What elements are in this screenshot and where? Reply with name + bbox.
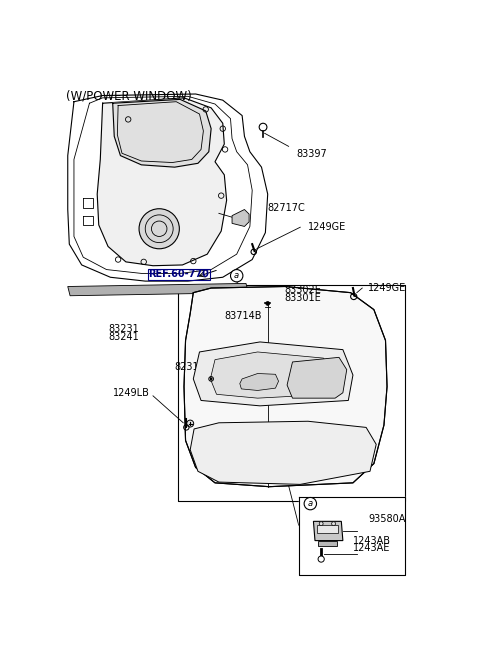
Polygon shape — [313, 521, 343, 540]
Text: 82315B: 82315B — [175, 362, 212, 372]
Text: 83241: 83241 — [108, 331, 139, 341]
Text: 83301E: 83301E — [285, 293, 322, 303]
Polygon shape — [240, 373, 278, 390]
Circle shape — [187, 420, 194, 427]
Polygon shape — [193, 342, 353, 406]
Circle shape — [266, 301, 270, 305]
Text: 1243AB: 1243AB — [353, 536, 391, 546]
Polygon shape — [210, 352, 335, 398]
Circle shape — [139, 209, 180, 249]
Polygon shape — [299, 496, 405, 575]
Text: (W/POWER WINDOW): (W/POWER WINDOW) — [66, 89, 192, 102]
Polygon shape — [232, 210, 249, 227]
Text: 83231: 83231 — [108, 324, 139, 334]
Circle shape — [318, 556, 324, 562]
Circle shape — [319, 522, 323, 525]
Text: 1249GE: 1249GE — [369, 283, 407, 293]
Text: a: a — [234, 271, 239, 280]
Text: 1249LB: 1249LB — [113, 388, 150, 398]
Polygon shape — [97, 98, 227, 266]
Circle shape — [332, 522, 336, 525]
Circle shape — [304, 498, 316, 510]
Circle shape — [210, 378, 212, 380]
Text: 82717C: 82717C — [268, 203, 305, 213]
Text: 1249GE: 1249GE — [308, 222, 346, 233]
Text: 1243AE: 1243AE — [353, 543, 390, 553]
Polygon shape — [113, 100, 211, 167]
Circle shape — [230, 270, 243, 282]
Polygon shape — [316, 525, 338, 533]
Text: 83714B: 83714B — [224, 310, 262, 321]
Text: 93580A: 93580A — [369, 514, 406, 524]
Polygon shape — [318, 540, 336, 546]
Text: a: a — [308, 499, 313, 508]
Text: REF.60-770: REF.60-770 — [148, 269, 209, 279]
Polygon shape — [68, 284, 248, 296]
Text: 83302E: 83302E — [285, 286, 322, 295]
Polygon shape — [184, 286, 387, 487]
Polygon shape — [287, 358, 347, 398]
Polygon shape — [190, 421, 376, 485]
Text: 83397: 83397 — [296, 149, 327, 159]
